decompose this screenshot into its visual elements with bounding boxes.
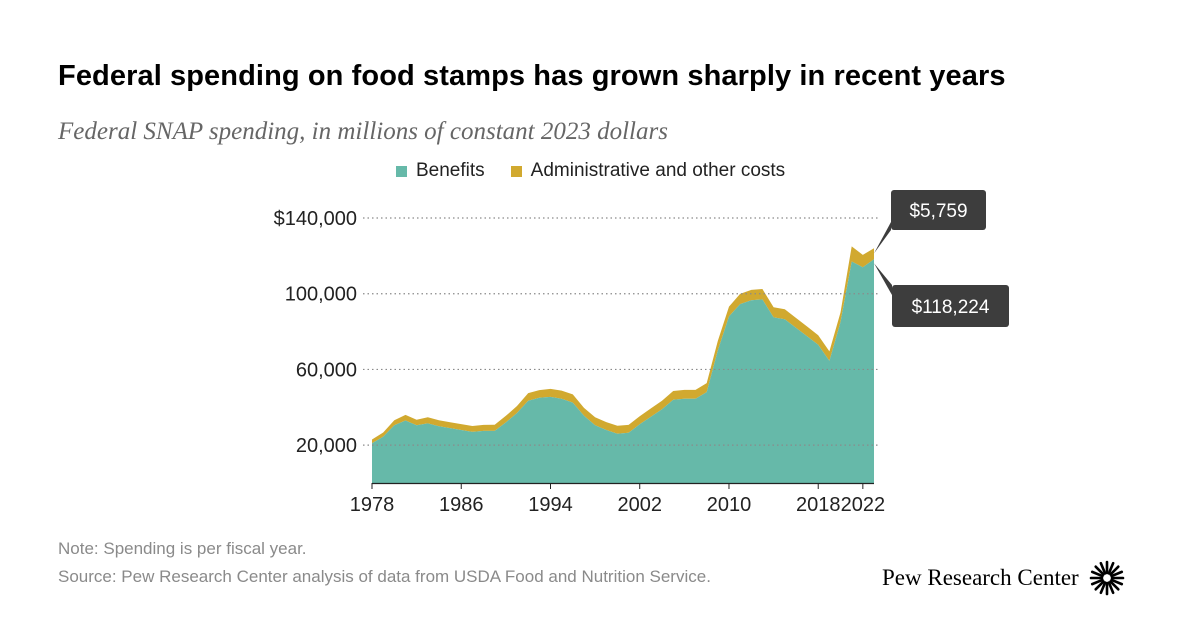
chart-subtitle: Federal SNAP spending, in millions of co… <box>58 118 668 145</box>
brand: Pew Research Center <box>882 560 1125 596</box>
admin-area <box>372 246 874 444</box>
benefits-callout-label: $118,224 <box>912 297 990 318</box>
logo-ray <box>1110 578 1123 586</box>
logo-ray <box>1099 581 1107 595</box>
logo-ray <box>1094 565 1105 576</box>
legend-label-benefits: Benefits <box>416 160 485 181</box>
legend-swatch-benefits <box>396 165 407 177</box>
logo-ray <box>1099 561 1107 575</box>
pew-logo-icon <box>1089 560 1125 596</box>
logo-ray <box>1108 565 1120 576</box>
admin-callout-label: $5,759 <box>909 201 967 222</box>
x-tick-label: 2002 <box>617 494 662 516</box>
legend-item-admin: Administrative and other costs <box>510 160 786 182</box>
x-tick-label: 1978 <box>350 494 395 516</box>
logo-ray <box>1090 570 1104 578</box>
chart-title: Federal spending on food stamps has grow… <box>58 60 1006 92</box>
logo-ray <box>1094 580 1105 591</box>
admin-callout-box <box>891 190 986 230</box>
y-tick-label: $140,000 <box>274 208 357 230</box>
benefits-area <box>372 259 874 483</box>
logo-ray <box>1107 561 1115 575</box>
legend-label-admin: Administrative and other costs <box>530 160 786 181</box>
chart-note: Note: Spending is per fiscal year. <box>58 539 307 558</box>
legend-swatch-admin <box>510 165 522 177</box>
x-tick-label: 1986 <box>439 494 484 516</box>
chart-source: Source: Pew Research Center analysis of … <box>58 567 711 586</box>
admin-callout-pointer <box>874 222 891 254</box>
x-tick-label: 2018 <box>796 494 841 516</box>
y-tick-label: 20,000 <box>296 435 357 457</box>
x-tick-label: 2010 <box>707 494 752 516</box>
brand-name: Pew Research Center <box>882 565 1079 590</box>
logo-ray <box>1090 578 1104 586</box>
legend: Benefits Administrative and other costs <box>396 159 811 183</box>
y-tick-label: 60,000 <box>296 359 357 381</box>
logo-ray <box>1107 581 1115 595</box>
logo-ray <box>1108 580 1120 591</box>
legend-item-benefits: Benefits <box>396 160 485 182</box>
benefits-callout-pointer <box>874 263 892 295</box>
x-tick-label: 2022 <box>841 494 886 516</box>
x-tick-label: 1994 <box>528 494 573 516</box>
benefits-callout-box <box>892 285 1009 327</box>
y-tick-label: 100,000 <box>285 284 357 306</box>
logo-ray <box>1110 570 1123 578</box>
